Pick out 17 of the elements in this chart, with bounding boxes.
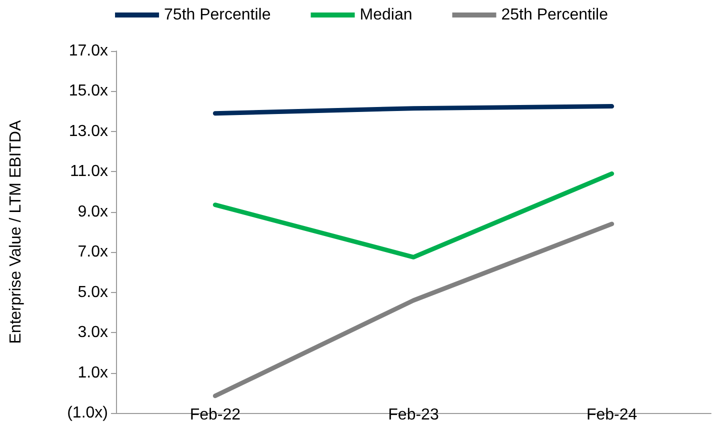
- y-tick-label: 9.0x: [78, 203, 108, 220]
- y-tick-label: 13.0x: [68, 122, 108, 140]
- legend-label: 25th Percentile: [501, 6, 608, 24]
- y-tick-label: 3.0x: [78, 324, 108, 342]
- y-tick-label: 17.0x: [68, 42, 108, 60]
- y-tick-label: 7.0x: [78, 244, 108, 261]
- x-tick-label: Feb-23: [388, 406, 439, 424]
- legend-label: Median: [360, 6, 412, 24]
- y-tick-label: 1.0x: [78, 364, 108, 382]
- y-axis-title: Enterprise Value / LTM EBITDA: [8, 120, 24, 344]
- y-tick-label: 11.0x: [70, 163, 108, 180]
- y-tick-label: (1.0x): [67, 404, 108, 422]
- y-tick-label: 5.0x: [78, 284, 108, 301]
- x-tick-label: Feb-24: [586, 406, 638, 424]
- legend-label: 75th Percentile: [164, 6, 271, 24]
- y-tick-label: 15.0x: [68, 82, 108, 100]
- x-tick-label: Feb-22: [190, 406, 241, 424]
